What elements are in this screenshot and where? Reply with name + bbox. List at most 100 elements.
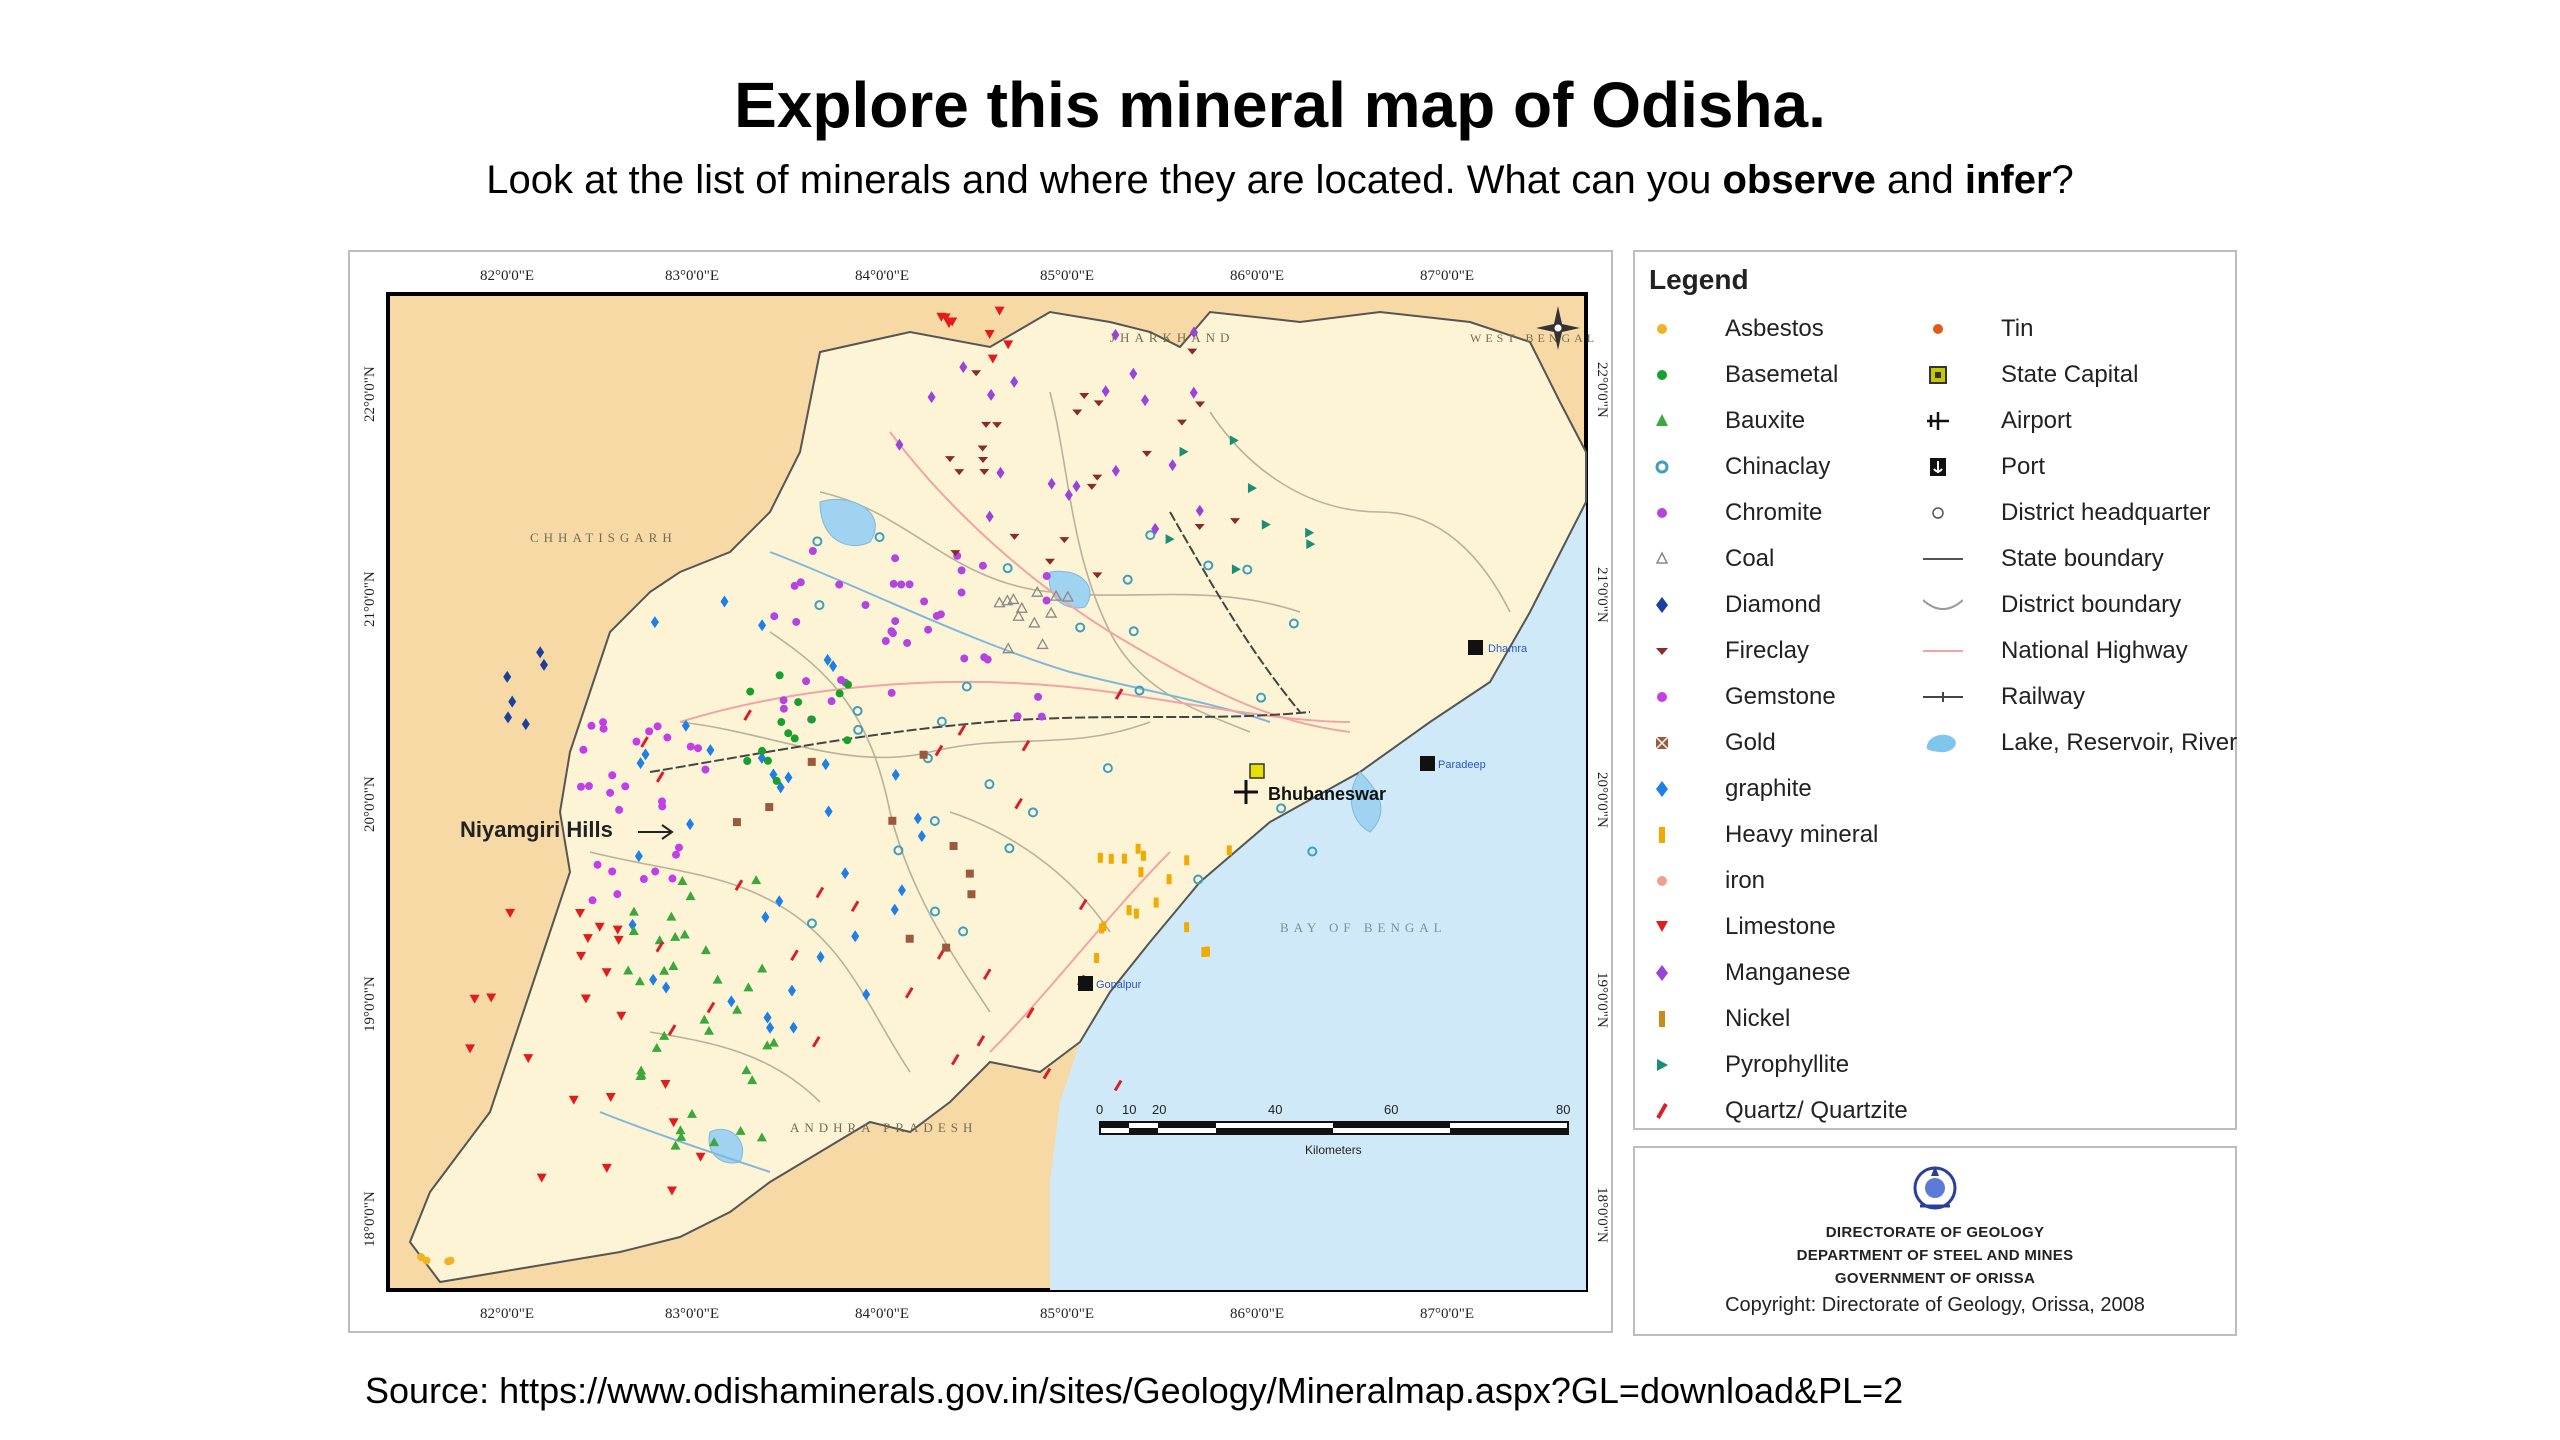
- mineral-marker: [823, 653, 832, 666]
- mineral-marker: [667, 1024, 677, 1036]
- mineral-marker: [743, 709, 752, 721]
- mineral-marker: [985, 510, 994, 523]
- mineral-marker: [758, 619, 767, 632]
- legend-item-label: Bauxite: [1725, 407, 1806, 434]
- mineral-marker: [628, 925, 639, 935]
- credit-line-2: DEPARTMENT OF STEEL AND MINES: [1796, 1247, 2074, 1264]
- mineral-marker: [469, 994, 480, 1004]
- mineral-marker: [1128, 626, 1139, 637]
- mineral-marker: [940, 313, 951, 323]
- mineral-marker: [987, 388, 996, 401]
- mineral-marker: [681, 719, 690, 732]
- gemstone-icon: [1647, 682, 1687, 712]
- mineral-marker: [904, 986, 914, 999]
- credit-line-3: GOVERNMENT OF ORISSA: [1834, 1270, 2036, 1287]
- mineral-marker: [965, 869, 974, 878]
- mineral-marker: [950, 1053, 960, 1066]
- mineral-marker: [897, 884, 906, 897]
- mineral-marker: [1288, 618, 1299, 629]
- mineral-marker: [1092, 572, 1103, 579]
- mineral-marker: [720, 595, 729, 608]
- mineral-marker: [757, 963, 768, 973]
- legend-item-label: Basemetal: [1725, 361, 1839, 388]
- lake-reservoir-river-icon: [1923, 728, 1963, 758]
- mineral-marker: [1201, 947, 1207, 958]
- mineral-marker: [1015, 601, 1028, 613]
- mineral-marker: [1044, 606, 1058, 618]
- mineral-marker: [659, 965, 670, 975]
- mineral-marker: [668, 1118, 679, 1128]
- mineral-marker: [1129, 367, 1138, 380]
- mineral-marker: [829, 660, 838, 673]
- rivers: [599, 551, 1271, 1173]
- mineral-marker: [945, 456, 956, 463]
- scale-20: 20: [1152, 1102, 1166, 1117]
- mineral-marker: [895, 438, 904, 451]
- mineral-marker: [599, 718, 608, 727]
- mineral-marker: [1121, 853, 1127, 864]
- mineral-marker: [672, 850, 681, 859]
- mineral-marker: [957, 566, 966, 575]
- mineral-marker: [704, 1025, 715, 1035]
- mineral-marker: [653, 722, 662, 731]
- mineral-marker: [984, 779, 995, 790]
- left-lat-21: 21°0'0"N: [362, 571, 378, 627]
- mineral-marker: [827, 697, 836, 706]
- legend-item-limestone: Limestone: [1647, 912, 1836, 942]
- legend-item-state-capital: State Capital: [1923, 360, 2138, 390]
- manganese-icon: [1647, 958, 1687, 988]
- district-headquarter-icon: [1923, 498, 1963, 528]
- mineral-marker: [1061, 590, 1074, 602]
- mineral-marker: [508, 695, 517, 708]
- mineral-marker: [640, 736, 649, 748]
- mineral-marker: [1189, 326, 1198, 339]
- legend-item-label: Pyrophyllite: [1725, 1051, 1850, 1078]
- mineral-marker: [1098, 923, 1104, 934]
- credit-line-1: DIRECTORATE OF GEOLOGY: [1825, 1224, 2045, 1241]
- legend-item-quartz-quartzite: Quartz/ Quartzite: [1647, 1096, 1908, 1126]
- mineral-marker: [794, 698, 803, 707]
- legend-item-label: Quartz/ Quartzite: [1725, 1097, 1908, 1124]
- limestone-icon: [1647, 912, 1687, 942]
- mineral-marker: [639, 875, 648, 884]
- tin-icon: [1923, 314, 1963, 344]
- mineral-marker: [815, 886, 825, 899]
- mineral-marker: [960, 654, 969, 663]
- mineral-marker: [1027, 807, 1038, 818]
- niyamgiri-hills-label: Niyamgiri Hills: [460, 817, 613, 842]
- mineral-marker: [981, 421, 992, 428]
- legend-item-label: State boundary: [2001, 545, 2164, 572]
- mineral-marker: [1261, 519, 1271, 530]
- mineral-marker: [735, 1125, 746, 1135]
- legend-item-manganese: Manganese: [1647, 958, 1850, 988]
- mineral-marker: [503, 670, 512, 683]
- mineral-marker: [446, 1256, 455, 1265]
- mineral-marker: [890, 903, 899, 916]
- railways: [649, 511, 1311, 773]
- mineral-marker: [695, 1152, 706, 1162]
- source-link[interactable]: Source: https://www.odishaminerals.gov.i…: [365, 1370, 1904, 1411]
- mineral-marker: [942, 943, 951, 952]
- legend-item-label: Manganese: [1725, 959, 1851, 986]
- graphite-icon: [1647, 774, 1687, 804]
- mineral-marker: [1141, 394, 1150, 407]
- mineral-marker: [686, 818, 695, 831]
- mineral-marker: [987, 354, 998, 364]
- port-label-paradeep: Paradeep: [1438, 759, 1486, 771]
- mineral-marker: [536, 646, 545, 659]
- top-lon-87: 87°0'0"E: [1420, 268, 1474, 284]
- mineral-marker: [1179, 446, 1189, 457]
- mineral-marker: [1226, 845, 1232, 856]
- mineral-marker: [835, 580, 844, 589]
- legend-item-graphite: graphite: [1647, 774, 1812, 804]
- mineral-marker: [893, 845, 904, 856]
- mineral-marker: [949, 841, 958, 850]
- mineral-marker: [993, 596, 1006, 608]
- mineral-marker: [775, 671, 784, 680]
- mineral-marker: [1140, 850, 1146, 861]
- mineral-marker: [936, 716, 947, 727]
- mineral-marker: [588, 896, 597, 905]
- bottom-lon-83: 83°0'0"E: [665, 1306, 719, 1322]
- mineral-marker: [769, 768, 778, 781]
- mineral-marker: [1204, 946, 1210, 957]
